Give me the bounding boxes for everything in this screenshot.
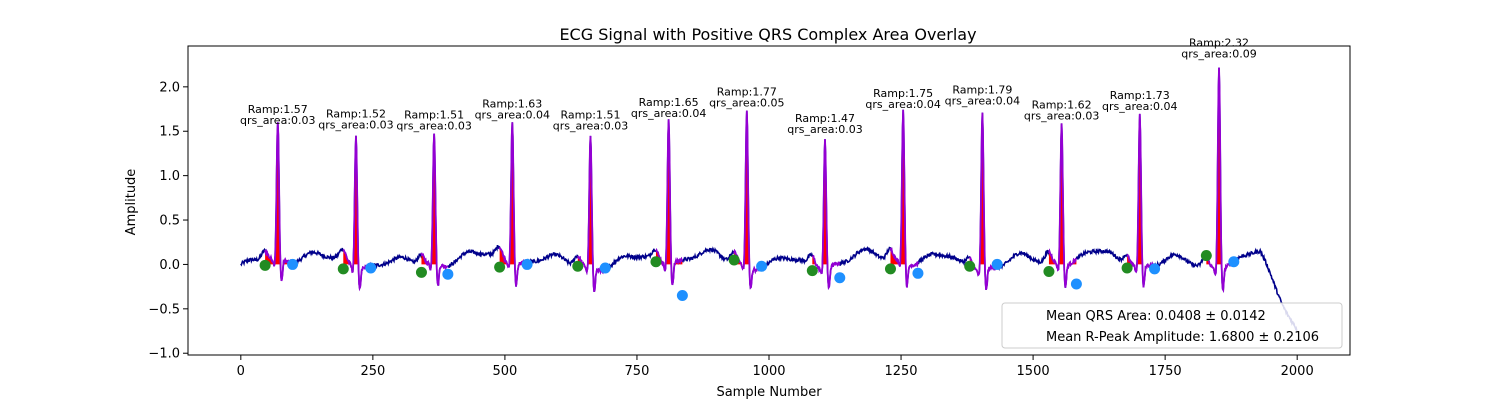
axis-ticks: 0 250 500 750 1000 1250 1500 1750 2000 −1.0 −0.5 0.…	[148, 80, 1313, 379]
qrs-area-annotation: qrs_area:0.03	[787, 123, 862, 136]
x-tick-label: 1750	[1149, 364, 1182, 379]
x-tick-label: 1000	[752, 364, 785, 379]
qrs-onset-marker	[1043, 266, 1055, 278]
qrs-area-annotation: qrs_area:0.03	[318, 118, 393, 131]
qrs-onset-marker	[259, 259, 271, 271]
r-amp-annotation: Ramp:1.52	[326, 107, 386, 120]
x-tick-label: 0	[237, 364, 245, 379]
qrs-segment-line	[420, 133, 449, 286]
qrs-area-annotation: qrs_area:0.09	[1181, 47, 1256, 60]
ecg-signal-line	[240, 67, 1298, 332]
qrs-onset-marker	[806, 265, 818, 277]
qrs-area-annotation: qrs_area:0.03	[396, 119, 471, 132]
r-amp-annotation: Ramp:1.73	[1110, 89, 1170, 102]
legend: Mean QRS Area: 0.0408 ± 0.0142 Mean R-Pe…	[1001, 302, 1343, 349]
qrs-area-annotation: qrs_area:0.03	[1024, 110, 1099, 123]
qrs-offset-marker	[599, 262, 611, 274]
qrs-offset-marker	[287, 258, 299, 270]
legend-entry-mean-qrs-area: Mean QRS Area: 0.0408 ± 0.0142	[1046, 309, 1266, 324]
r-amp-annotation: Ramp:1.63	[482, 98, 542, 111]
qrs-offset-marker	[1149, 263, 1161, 275]
qrs-area-annotation: qrs_area:0.03	[553, 119, 628, 132]
r-amp-annotation: Ramp:1.51	[404, 108, 464, 121]
x-tick-label: 1250	[884, 364, 917, 379]
qrs-onset-marker	[964, 260, 976, 272]
qrs-offset-marker	[991, 258, 1003, 270]
y-tick-label: 2.0	[159, 80, 180, 95]
qrs-onset-marker	[572, 260, 584, 272]
qrs-offset-marker	[676, 290, 688, 302]
x-tick-label: 500	[492, 364, 517, 379]
qrs-offset-marker	[1228, 256, 1240, 268]
qrs-onset-marker	[415, 266, 427, 278]
qrs-onset-marker	[1121, 262, 1133, 274]
qrs-offset-marker	[442, 268, 454, 280]
y-tick-label: 1.0	[159, 169, 180, 184]
y-tick-label: 0.5	[159, 214, 180, 229]
r-amp-annotation: Ramp:1.62	[1032, 99, 1092, 112]
r-amp-annotation: Ramp:1.79	[952, 83, 1012, 96]
qrs-offset-marker	[756, 260, 768, 272]
qrs-area-annotation: qrs_area:0.04	[631, 107, 706, 120]
qrs-area-annotation: qrs_area:0.04	[475, 109, 550, 122]
legend-box	[1001, 302, 1343, 349]
qrs-area-annotation: qrs_area:0.04	[865, 98, 940, 111]
qrs-segment-line	[1048, 123, 1077, 288]
qrs-onset-marker	[337, 263, 349, 275]
r-amp-annotation: Ramp:1.65	[639, 96, 699, 109]
qrs-offset-marker	[834, 272, 846, 284]
r-amp-annotation: Ramp:1.47	[795, 112, 855, 125]
qrs-area-annotation: qrs_area:0.04	[945, 94, 1020, 107]
plot-area: Ramp:1.57qrs_area:0.03Ramp:1.52qrs_area:…	[240, 36, 1298, 332]
qrs-offset-marker	[912, 267, 924, 279]
qrs-onset-marker	[494, 261, 506, 273]
x-tick-label: 2000	[1281, 364, 1314, 379]
qrs-area-annotation: qrs_area:0.05	[709, 96, 784, 109]
qrs-onset-marker	[884, 263, 896, 275]
r-amp-annotation: Ramp:1.57	[248, 103, 308, 116]
x-tick-label: 750	[625, 364, 650, 379]
qrs-segment-line	[811, 139, 841, 291]
qrs-offset-marker	[1070, 278, 1082, 290]
y-axis-label: Amplitude	[124, 169, 139, 236]
qrs-area-annotation: qrs_area:0.04	[1102, 100, 1177, 113]
y-tick-label: 1.5	[159, 125, 180, 140]
r-amp-annotation: Ramp:1.77	[717, 85, 777, 98]
chart-title: ECG Signal with Positive QRS Complex Are…	[559, 25, 976, 44]
legend-entry-mean-r-peak-amplitude: Mean R-Peak Amplitude: 1.6800 ± 0.2106	[1046, 330, 1319, 345]
x-tick-label: 250	[360, 364, 385, 379]
y-tick-label: −0.5	[148, 302, 180, 317]
x-tick-label: 1500	[1017, 364, 1050, 379]
y-tick-label: −1.0	[148, 347, 180, 362]
qrs-onset-marker	[650, 256, 662, 268]
y-tick-label: 0.0	[159, 258, 180, 273]
qrs-offset-marker	[521, 258, 533, 270]
r-amp-annotation: Ramp:1.75	[873, 87, 933, 100]
r-amp-annotation: Ramp:1.51	[560, 108, 620, 121]
qrs-onset-marker	[728, 254, 740, 266]
qrs-offset-marker	[365, 262, 377, 274]
qrs-area-annotation: qrs_area:0.03	[240, 114, 315, 127]
qrs-onset-marker	[1200, 250, 1212, 262]
x-axis-label: Sample Number	[716, 385, 822, 400]
qrs-segment-line	[889, 109, 919, 288]
